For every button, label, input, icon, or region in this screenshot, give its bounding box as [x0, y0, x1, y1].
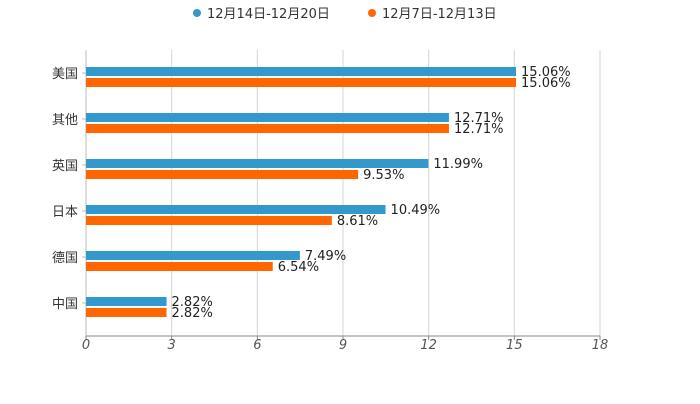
bar-1-0[interactable]	[86, 78, 517, 87]
bar-0-1[interactable]	[86, 113, 449, 122]
bar-1-1[interactable]	[86, 124, 449, 133]
category-label-4: 德国	[52, 251, 78, 266]
bar-0-0[interactable]	[86, 67, 517, 76]
data-label-1-0: 15.06%	[521, 76, 571, 91]
bars	[86, 67, 517, 317]
data-label-0-0: 15.06%	[521, 65, 571, 80]
x-tick-label-4: 12	[420, 338, 437, 353]
bar-1-2[interactable]	[86, 170, 359, 179]
bar-0-3[interactable]	[86, 205, 386, 214]
bar-0-2[interactable]	[86, 159, 429, 168]
bar-1-4[interactable]	[86, 262, 273, 271]
grid	[85, 50, 601, 336]
axes: 0 3 6 9 12 15 18	[82, 50, 608, 353]
x-tick-label-5: 15	[506, 338, 523, 353]
x-tick-label-2: 6	[253, 338, 261, 353]
x-tick-label-0: 0	[82, 338, 90, 353]
x-tick-label-3: 9	[339, 338, 347, 353]
bar-0-4[interactable]	[86, 251, 300, 260]
legend: 12月14日-12月20日 12月7日-12月13日	[193, 7, 497, 22]
bar-1-5[interactable]	[86, 308, 167, 317]
data-label-1-2: 9.53%	[363, 168, 404, 183]
category-label-1: 其他	[52, 113, 78, 128]
labels: 美国 15.06%15.06% 其他 12.71%12.71% 英国 11.99% 9.53…	[52, 65, 571, 321]
category-label-5: 中国	[52, 297, 78, 312]
legend-marker-1[interactable]	[368, 9, 376, 17]
x-tick-label-6: 18	[592, 338, 609, 353]
data-label-1-5: 2.82%	[172, 306, 213, 321]
data-label-0-5: 2.82%	[172, 295, 213, 310]
legend-marker-0[interactable]	[193, 9, 201, 17]
category-label-2: 英国	[52, 159, 78, 174]
data-label-0-4: 7.49%	[305, 249, 346, 264]
data-label-0-1: 12.71%	[454, 111, 504, 126]
data-label-1-3: 8.61%	[337, 214, 378, 229]
legend-label-0[interactable]: 12月14日-12月20日	[207, 7, 330, 22]
data-label-0-2: 11.99%	[433, 157, 483, 172]
data-label-0-3: 10.49%	[391, 203, 441, 218]
category-label-0: 美国	[52, 67, 78, 82]
data-label-1-4: 6.54%	[278, 260, 319, 275]
bar-0-5[interactable]	[86, 297, 167, 306]
x-tick-label-1: 3	[168, 338, 176, 353]
legend-label-1[interactable]: 12月7日-12月13日	[382, 7, 497, 22]
data-label-1-1: 12.71%	[454, 122, 504, 137]
category-label-3: 日本	[52, 205, 78, 220]
bar-1-3[interactable]	[86, 216, 332, 225]
